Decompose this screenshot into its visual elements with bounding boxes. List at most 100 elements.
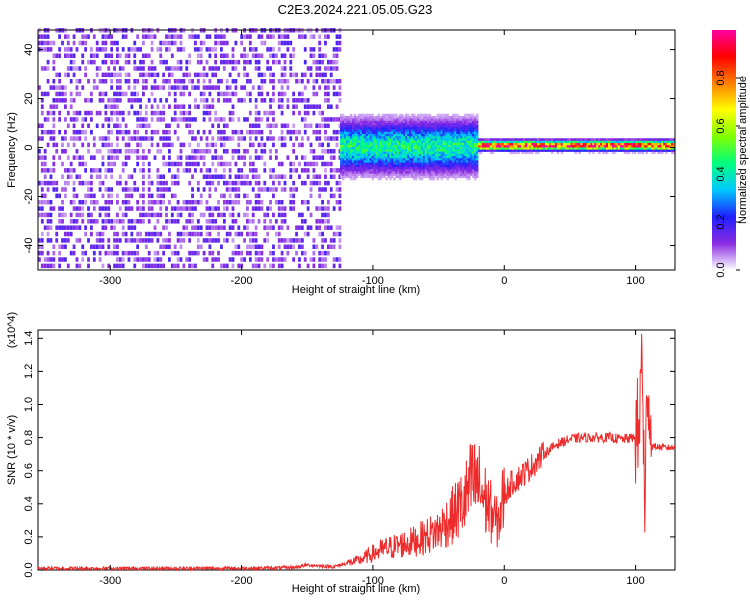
spectrogram-cell xyxy=(332,91,336,97)
spectrogram-cell xyxy=(321,212,324,218)
spectrogram-cell xyxy=(188,142,192,148)
spectrogram-cell xyxy=(466,120,469,123)
spectrogram-cell xyxy=(570,142,573,146)
spectrogram-cell xyxy=(52,244,56,250)
spectrogram-cell xyxy=(349,171,353,174)
spectrogram-cell xyxy=(468,177,471,181)
spectrogram-cell xyxy=(537,151,540,155)
spectrogram-cell xyxy=(428,151,432,154)
spectrogram-cell xyxy=(202,66,206,71)
spectrogram-cell xyxy=(643,147,646,150)
spectrogram-cell xyxy=(182,231,186,237)
spectrogram-cell xyxy=(355,155,359,159)
spectrogram-cell xyxy=(420,168,424,172)
spectrogram-cell xyxy=(61,91,64,97)
spectrogram-cell xyxy=(422,155,426,159)
spectrogram-cell xyxy=(493,140,497,144)
spectrogram-cell xyxy=(375,115,378,119)
spectrogram-cell xyxy=(46,110,50,116)
spectrogram-cell xyxy=(428,168,432,172)
spectrogram-cell xyxy=(416,133,420,137)
spectrogram-cell xyxy=(127,238,131,243)
spectrogram-cell xyxy=(332,263,336,269)
spectrogram-cell xyxy=(414,118,418,121)
spectrogram-cell xyxy=(564,147,568,150)
spectrogram-cell xyxy=(476,144,479,148)
spectrogram-cell xyxy=(315,244,319,250)
spectrogram-cell xyxy=(442,164,445,168)
spectrogram-cell xyxy=(407,173,410,176)
spectrogram-cell xyxy=(144,110,148,116)
spectrogram-cell xyxy=(414,144,418,148)
spectrogram-cell xyxy=(133,257,137,262)
spectrogram-cell xyxy=(283,40,287,46)
spectrogram-cell xyxy=(139,193,142,199)
spectrogram-cell xyxy=(405,138,408,141)
spectrogram-cell xyxy=(428,113,432,117)
spectrogram-cell xyxy=(432,115,436,119)
spectrogram-cell xyxy=(424,118,428,121)
spectrogram-cell xyxy=(211,257,215,262)
spectrogram-cell xyxy=(454,168,457,172)
spectrogram-cell xyxy=(363,118,367,121)
spectrogram-cell xyxy=(409,133,412,137)
spectrogram-cell xyxy=(321,257,324,262)
spectrogram-cell xyxy=(159,40,163,46)
spectrogram-cell xyxy=(531,151,534,155)
spectrogram-cell xyxy=(389,155,392,159)
spectrogram-cell xyxy=(385,168,388,172)
spectrogram-cell xyxy=(448,151,451,154)
spectrogram-cell xyxy=(52,263,56,269)
spectrogram-cell xyxy=(196,142,200,148)
spectrogram-cell xyxy=(442,142,445,146)
spectrogram-cell xyxy=(466,173,469,176)
spectrogram-cell xyxy=(383,151,386,154)
spectrogram-cell xyxy=(298,129,301,135)
spectrogram-cell xyxy=(176,155,180,160)
spectrogram-cell xyxy=(411,135,414,139)
spectrogram-cell xyxy=(533,138,536,141)
spectrogram-cell xyxy=(254,168,258,173)
spectrogram-cell xyxy=(428,175,432,179)
spectrogram-cell xyxy=(479,151,483,155)
spectrogram-cell xyxy=(387,122,390,126)
spectrogram-cell xyxy=(90,231,93,237)
spectrogram-cell xyxy=(586,147,589,150)
spectrogram-cell xyxy=(452,173,455,176)
snr-x-ticks: -300 -200 -100 0 100 xyxy=(99,330,645,587)
spectrogram-cell xyxy=(49,168,53,173)
spectrogram-cell xyxy=(426,171,430,174)
colorbar: 0.00.20.40.60.8 Normalized spectral ampl… xyxy=(712,30,749,278)
spectrogram-cell xyxy=(456,120,459,123)
spectrogram-cell xyxy=(98,91,102,97)
spectrogram-cell xyxy=(318,155,322,160)
spectrogram-cell xyxy=(416,157,420,161)
spectrogram-cell xyxy=(156,47,160,52)
spectrogram-cell xyxy=(344,153,347,157)
spectrogram-cell xyxy=(269,149,272,154)
spectrogram-cell xyxy=(369,166,373,170)
spectrogram-cell xyxy=(165,98,168,103)
spectrogram-cell xyxy=(342,140,345,143)
spectrogram-cell xyxy=(379,142,382,146)
spectrogram-cell xyxy=(365,175,369,179)
spectrogram-cell xyxy=(440,153,443,157)
spectrogram-cell xyxy=(399,144,402,148)
spectrogram-cell xyxy=(361,124,365,128)
spectrogram-cell xyxy=(260,155,264,160)
spectrogram-cell xyxy=(286,40,290,46)
spectrogram-cell xyxy=(470,135,473,139)
spectrogram-cell xyxy=(381,151,384,154)
spectrogram-cell xyxy=(196,250,200,256)
spectrogram-cell xyxy=(397,135,400,139)
spectrogram-cell xyxy=(468,151,471,154)
spectrogram-cell xyxy=(72,34,76,39)
spectrogram-cell xyxy=(162,187,166,192)
spectrogram-cell xyxy=(436,129,440,132)
spectrogram-cell xyxy=(525,140,528,144)
spectrogram-cell xyxy=(269,34,272,39)
spectrogram-cell xyxy=(326,91,330,97)
spectrogram-cell xyxy=(351,162,355,165)
spectrogram-cell xyxy=(196,78,200,84)
spectrogram-cell xyxy=(159,98,163,103)
